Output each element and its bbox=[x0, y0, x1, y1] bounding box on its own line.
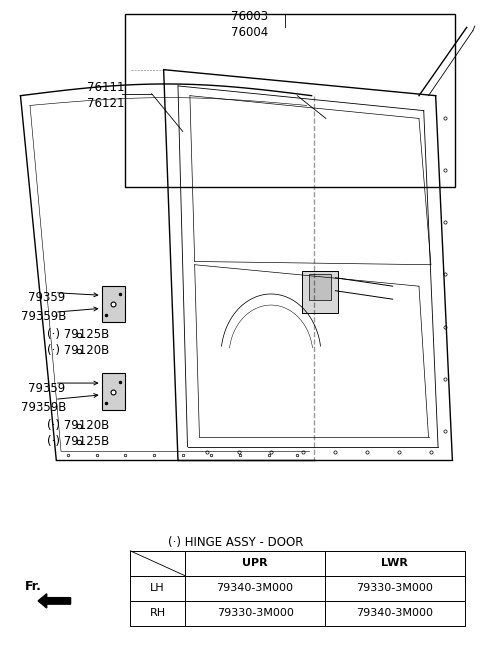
Bar bbox=[102, 285, 124, 322]
Bar bbox=[125, 14, 455, 187]
Text: 79330-3M000: 79330-3M000 bbox=[357, 583, 433, 593]
Text: 79359: 79359 bbox=[28, 291, 65, 304]
Text: 76111
76121: 76111 76121 bbox=[87, 81, 125, 110]
FancyArrow shape bbox=[38, 594, 71, 608]
Text: (·) 79120B: (·) 79120B bbox=[47, 344, 109, 357]
Bar bbox=[185, 601, 325, 626]
Bar bbox=[325, 551, 465, 576]
Text: RH: RH bbox=[150, 608, 166, 618]
Text: (·) 79125B: (·) 79125B bbox=[47, 435, 109, 448]
Bar bbox=[309, 274, 331, 300]
Text: 79330-3M000: 79330-3M000 bbox=[216, 608, 293, 618]
Bar bbox=[185, 551, 325, 576]
Text: LH: LH bbox=[150, 583, 165, 593]
Text: LWR: LWR bbox=[382, 558, 408, 568]
Bar bbox=[130, 551, 185, 576]
Bar bbox=[302, 271, 338, 313]
Text: 79340-3M000: 79340-3M000 bbox=[216, 583, 294, 593]
Text: 79359: 79359 bbox=[28, 382, 65, 395]
Text: 79359B: 79359B bbox=[22, 310, 67, 323]
Text: (·) 79120B: (·) 79120B bbox=[47, 419, 109, 432]
Bar bbox=[185, 576, 325, 601]
Text: 79359B: 79359B bbox=[22, 402, 67, 414]
Bar bbox=[102, 374, 124, 409]
Text: Fr.: Fr. bbox=[25, 580, 42, 593]
Text: UPR: UPR bbox=[242, 558, 268, 568]
Bar bbox=[130, 576, 185, 601]
Text: 79340-3M000: 79340-3M000 bbox=[356, 608, 433, 618]
Bar bbox=[130, 601, 185, 626]
Text: 76003
76004: 76003 76004 bbox=[231, 10, 268, 39]
Text: (·) HINGE ASSY - DOOR: (·) HINGE ASSY - DOOR bbox=[168, 536, 304, 549]
Text: (·) 79125B: (·) 79125B bbox=[47, 328, 109, 342]
Bar bbox=[325, 576, 465, 601]
Bar bbox=[325, 601, 465, 626]
